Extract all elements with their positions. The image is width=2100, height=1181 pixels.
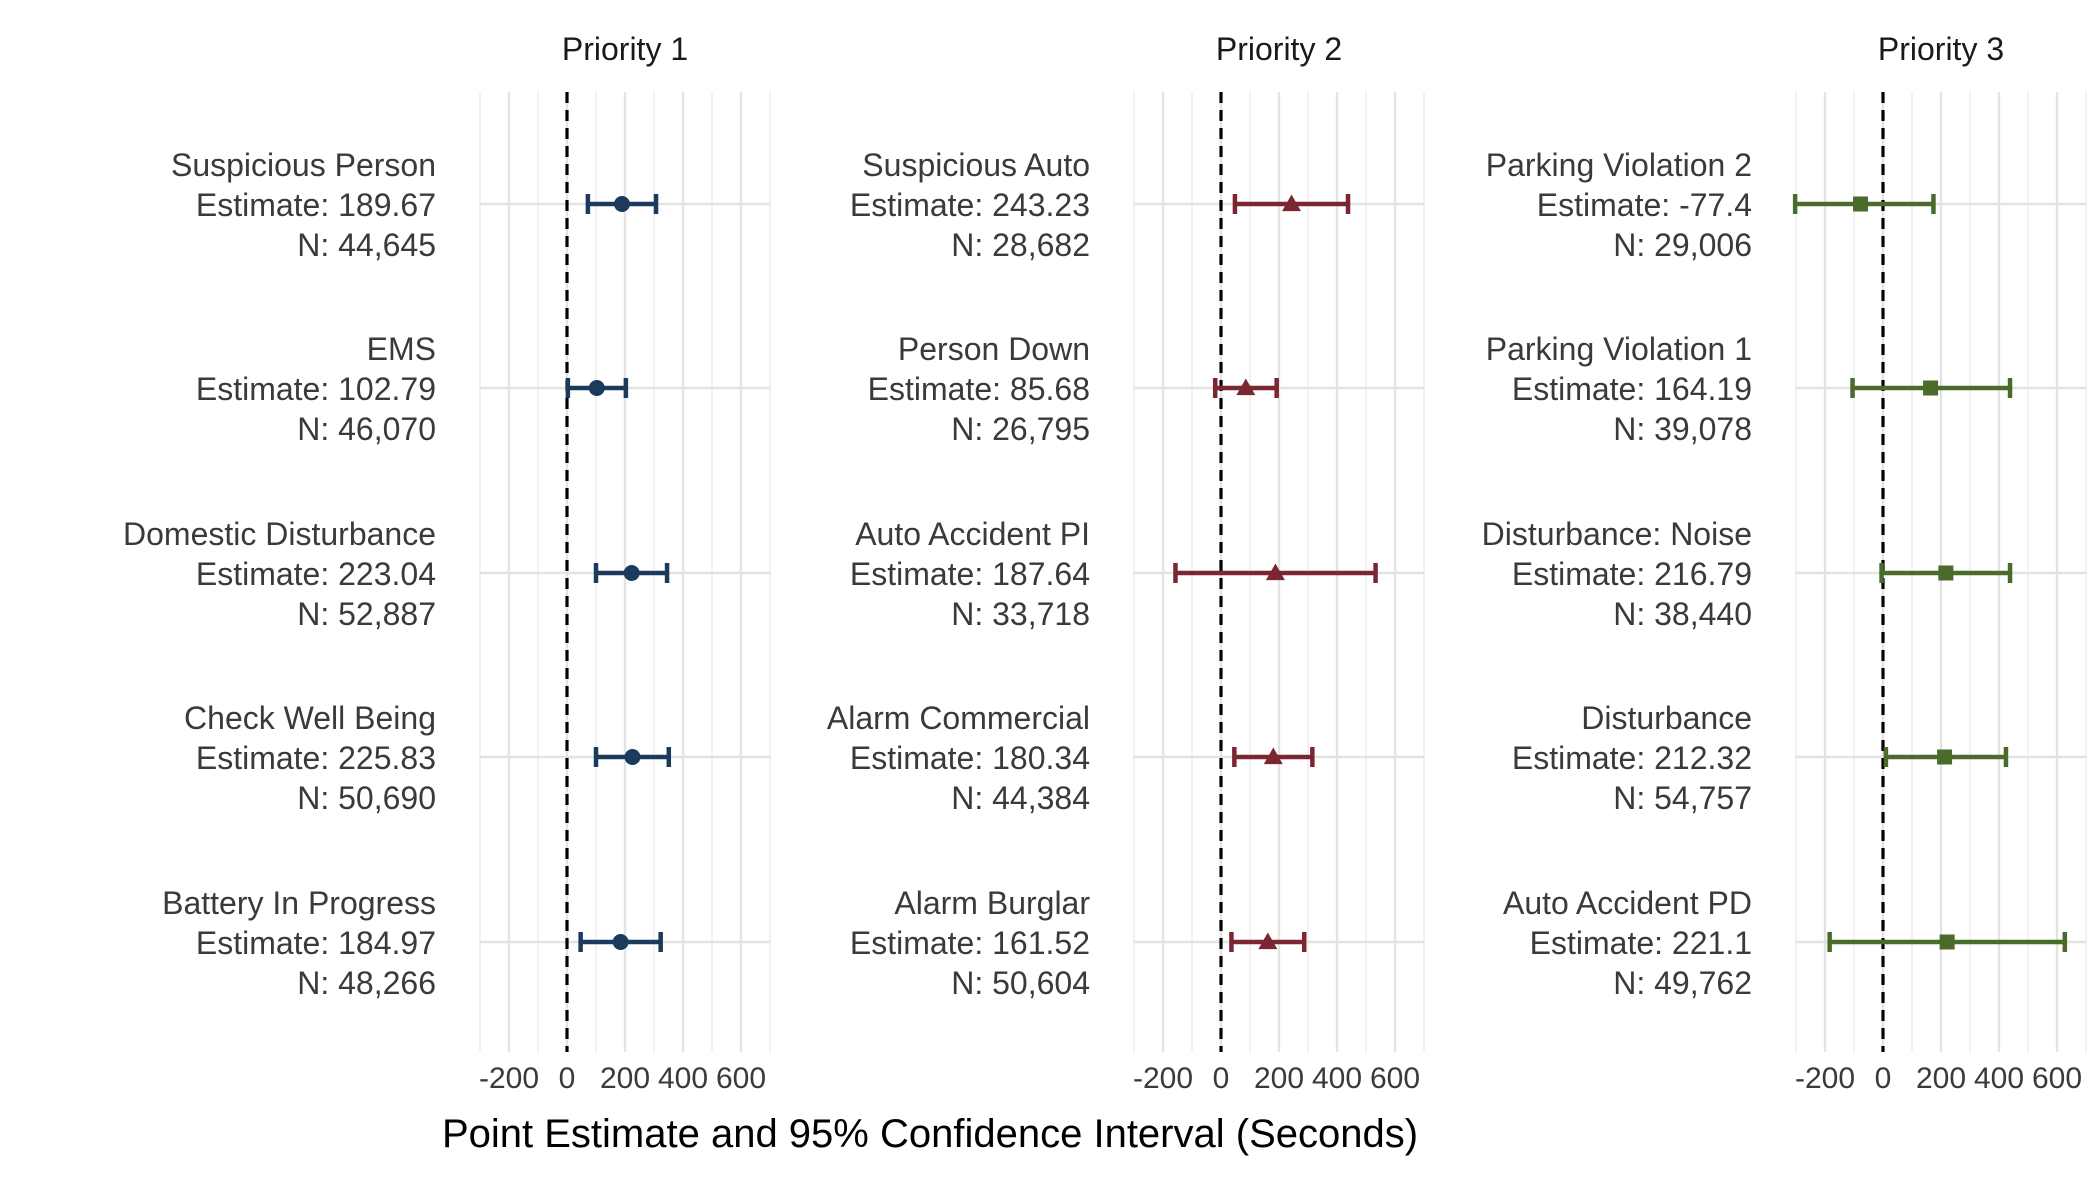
row-label-n: N: 39,078 xyxy=(1613,411,1752,447)
row-label-name: EMS xyxy=(367,331,436,367)
row-label-n: N: 29,006 xyxy=(1613,227,1752,263)
row-label-n: N: 28,682 xyxy=(951,227,1090,263)
row-label-name: Alarm Burglar xyxy=(894,885,1090,921)
point-estimate-marker xyxy=(614,196,631,212)
x-tick-label: 200 xyxy=(1916,1062,1966,1095)
x-tick-label: 400 xyxy=(658,1062,708,1095)
row-label-estimate: Estimate: 189.67 xyxy=(196,187,436,223)
row-label-estimate: Estimate: 223.04 xyxy=(196,556,436,592)
row-label-name: Disturbance xyxy=(1581,700,1752,736)
row-label-name: Parking Violation 1 xyxy=(1486,331,1752,367)
point-estimate-marker xyxy=(612,934,629,950)
row-label-name: Domestic Disturbance xyxy=(123,516,436,552)
point-estimate-marker xyxy=(1937,749,1953,765)
x-tick-label: 600 xyxy=(2032,1062,2082,1095)
point-estimate-marker xyxy=(1258,932,1278,950)
row-label-name: Suspicious Auto xyxy=(862,147,1090,183)
row-label-name: Battery In Progress xyxy=(162,885,436,921)
row-label-name: Auto Accident PD xyxy=(1503,885,1752,921)
row-label-n: N: 44,384 xyxy=(951,780,1090,816)
row-label-estimate: Estimate: 85.68 xyxy=(868,371,1090,407)
point-estimate-marker xyxy=(1265,563,1285,581)
row-label-estimate: Estimate: 216.79 xyxy=(1512,556,1752,592)
row-label-n: N: 38,440 xyxy=(1613,596,1752,632)
row-label-name: Parking Violation 2 xyxy=(1486,147,1752,183)
point-estimate-marker xyxy=(1853,196,1869,212)
row-label-name: Disturbance: Noise xyxy=(1482,516,1752,552)
x-axis-label: Point Estimate and 95% Confidence Interv… xyxy=(442,1112,1418,1156)
row-label-estimate: Estimate: 187.64 xyxy=(850,556,1090,592)
row-label-estimate: Estimate: 184.97 xyxy=(196,925,436,961)
x-tick-label: 0 xyxy=(559,1062,576,1095)
x-tick-label: 600 xyxy=(716,1062,766,1095)
row-label-estimate: Estimate: 164.19 xyxy=(1512,371,1752,407)
row-label-n: N: 50,604 xyxy=(951,965,1090,1001)
row-label-n: N: 50,690 xyxy=(297,780,436,816)
row-label-n: N: 33,718 xyxy=(951,596,1090,632)
row-label-n: N: 44,645 xyxy=(297,227,436,263)
row-label-estimate: Estimate: -77.4 xyxy=(1537,187,1752,223)
x-tick-label: 200 xyxy=(600,1062,650,1095)
point-estimate-marker xyxy=(1939,934,1955,950)
panel-title: Priority 2 xyxy=(1216,31,1342,67)
point-estimate-marker xyxy=(588,380,605,396)
x-tick-label: 200 xyxy=(1254,1062,1304,1095)
row-label-n: N: 49,762 xyxy=(1613,965,1752,1001)
row-label-n: N: 54,757 xyxy=(1613,780,1752,816)
row-label-estimate: Estimate: 221.1 xyxy=(1530,925,1752,961)
row-label-n: N: 52,887 xyxy=(297,596,436,632)
point-estimate-marker xyxy=(1282,194,1302,212)
row-label-name: Auto Accident PI xyxy=(855,516,1090,552)
row-label-estimate: Estimate: 102.79 xyxy=(196,371,436,407)
panel-title: Priority 3 xyxy=(1878,31,2004,67)
point-estimate-marker xyxy=(623,565,640,581)
panel-title: Priority 1 xyxy=(562,31,688,67)
row-label-estimate: Estimate: 225.83 xyxy=(196,740,436,776)
x-tick-label: -200 xyxy=(479,1062,539,1095)
point-estimate-marker xyxy=(1938,565,1954,581)
x-tick-label: 0 xyxy=(1213,1062,1230,1095)
row-label-estimate: Estimate: 212.32 xyxy=(1512,740,1752,776)
row-label-estimate: Estimate: 161.52 xyxy=(850,925,1090,961)
x-tick-label: 600 xyxy=(1370,1062,1420,1095)
x-tick-label: -200 xyxy=(1133,1062,1193,1095)
point-estimate-marker xyxy=(1923,380,1939,396)
row-label-name: Alarm Commercial xyxy=(827,700,1090,736)
row-label-estimate: Estimate: 243.23 xyxy=(850,187,1090,223)
row-label-n: N: 48,266 xyxy=(297,965,436,1001)
x-tick-label: 400 xyxy=(1974,1062,2024,1095)
point-estimate-marker xyxy=(1263,747,1283,765)
point-estimate-marker xyxy=(1236,378,1256,396)
row-label-n: N: 46,070 xyxy=(297,411,436,447)
row-label-estimate: Estimate: 180.34 xyxy=(850,740,1090,776)
row-label-name: Suspicious Person xyxy=(171,147,436,183)
x-tick-label: -200 xyxy=(1795,1062,1855,1095)
row-label-name: Person Down xyxy=(898,331,1090,367)
row-label-n: N: 26,795 xyxy=(951,411,1090,447)
x-tick-label: 400 xyxy=(1312,1062,1362,1095)
x-tick-label: 0 xyxy=(1875,1062,1892,1095)
row-label-name: Check Well Being xyxy=(184,700,436,736)
point-estimate-marker xyxy=(624,749,641,765)
